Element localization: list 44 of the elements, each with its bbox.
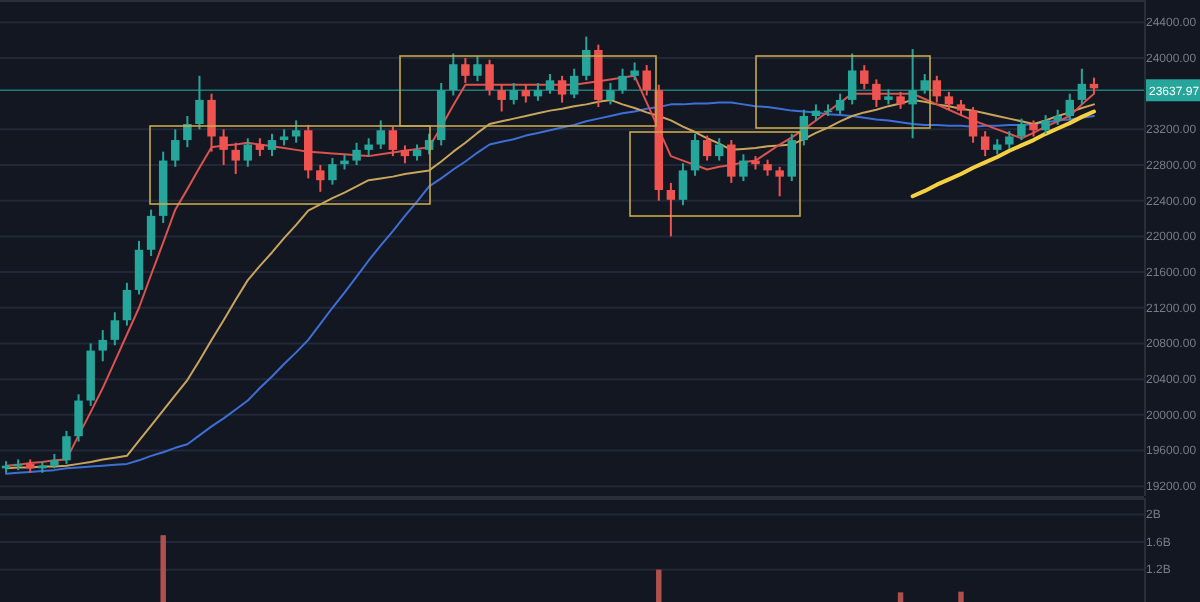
candlestick	[183, 114, 192, 149]
candlestick	[267, 132, 277, 158]
candlestick	[98, 329, 107, 363]
candlestick	[557, 74, 567, 104]
candlestick	[932, 74, 942, 104]
candlestick	[1041, 114, 1050, 135]
candlestick	[678, 162, 688, 207]
candlestick	[62, 429, 71, 465]
candlestick	[1017, 117, 1026, 142]
candlestick	[787, 132, 796, 183]
candlestick	[980, 130, 990, 158]
candlestick	[497, 83, 506, 113]
candlestick	[388, 125, 398, 158]
candlestick	[231, 141, 240, 175]
candlestick	[122, 281, 132, 327]
candlestick	[473, 55, 482, 83]
candlestick	[207, 92, 216, 153]
candlestick	[328, 156, 337, 186]
candlestick	[461, 56, 470, 84]
candlestick	[775, 165, 784, 198]
candlestick	[702, 134, 712, 162]
candlestick	[110, 311, 120, 347]
candlestick	[690, 132, 700, 177]
candlestick	[715, 137, 724, 162]
candlestick	[968, 106, 978, 144]
candlestick	[171, 128, 180, 168]
candlestick	[727, 139, 736, 184]
candlestick	[666, 181, 676, 238]
candlestick	[352, 141, 361, 167]
candlestick	[860, 64, 869, 91]
candlestick	[376, 119, 385, 150]
candlestick	[146, 208, 156, 258]
candlestick	[243, 137, 253, 168]
candlestick	[219, 128, 228, 167]
candlestick	[872, 78, 881, 109]
candlestick	[291, 119, 301, 144]
candlestick	[74, 393, 83, 443]
line-series	[910, 109, 1096, 199]
candlestick	[304, 123, 313, 180]
candlestick	[134, 239, 144, 296]
candlestick	[642, 64, 651, 97]
candlestick	[739, 153, 748, 183]
candlestick	[316, 164, 325, 193]
candlestick	[485, 58, 494, 97]
